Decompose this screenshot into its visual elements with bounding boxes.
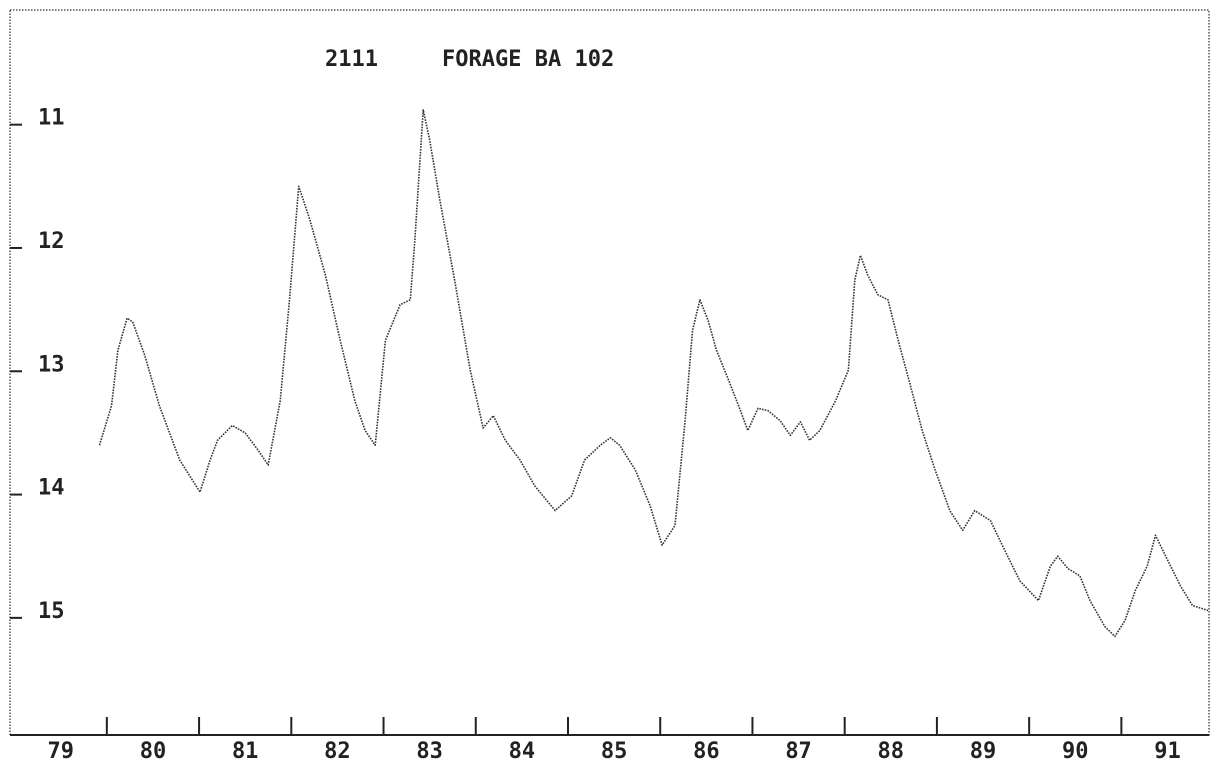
x-tick-label: 90: [1062, 739, 1089, 764]
x-tick-label: 80: [140, 739, 167, 764]
y-tick-label: 13: [38, 352, 65, 377]
x-tick-label: 79: [47, 739, 74, 764]
x-tick-label: 81: [232, 739, 259, 764]
y-tick-label: 14: [38, 476, 65, 501]
x-tick-label: 86: [693, 739, 720, 764]
y-tick-label: 12: [38, 229, 65, 254]
x-tick-label: 82: [324, 739, 351, 764]
x-tick-label: 87: [785, 739, 812, 764]
well-id: 2111: [325, 47, 378, 72]
x-tick-label: 83: [416, 739, 443, 764]
x-tick-label: 88: [878, 739, 905, 764]
plot-frame: [9, 9, 1210, 736]
x-tick-label: 89: [970, 739, 997, 764]
x-tick-label: 84: [509, 739, 536, 764]
x-tick-label: 85: [601, 739, 628, 764]
y-tick-label: 15: [38, 599, 65, 624]
chart-title: FORAGE BA 102: [442, 47, 614, 72]
data-line: [98, 109, 1209, 638]
y-tick-label: 11: [38, 106, 65, 131]
x-tick-label: 91: [1154, 739, 1181, 764]
